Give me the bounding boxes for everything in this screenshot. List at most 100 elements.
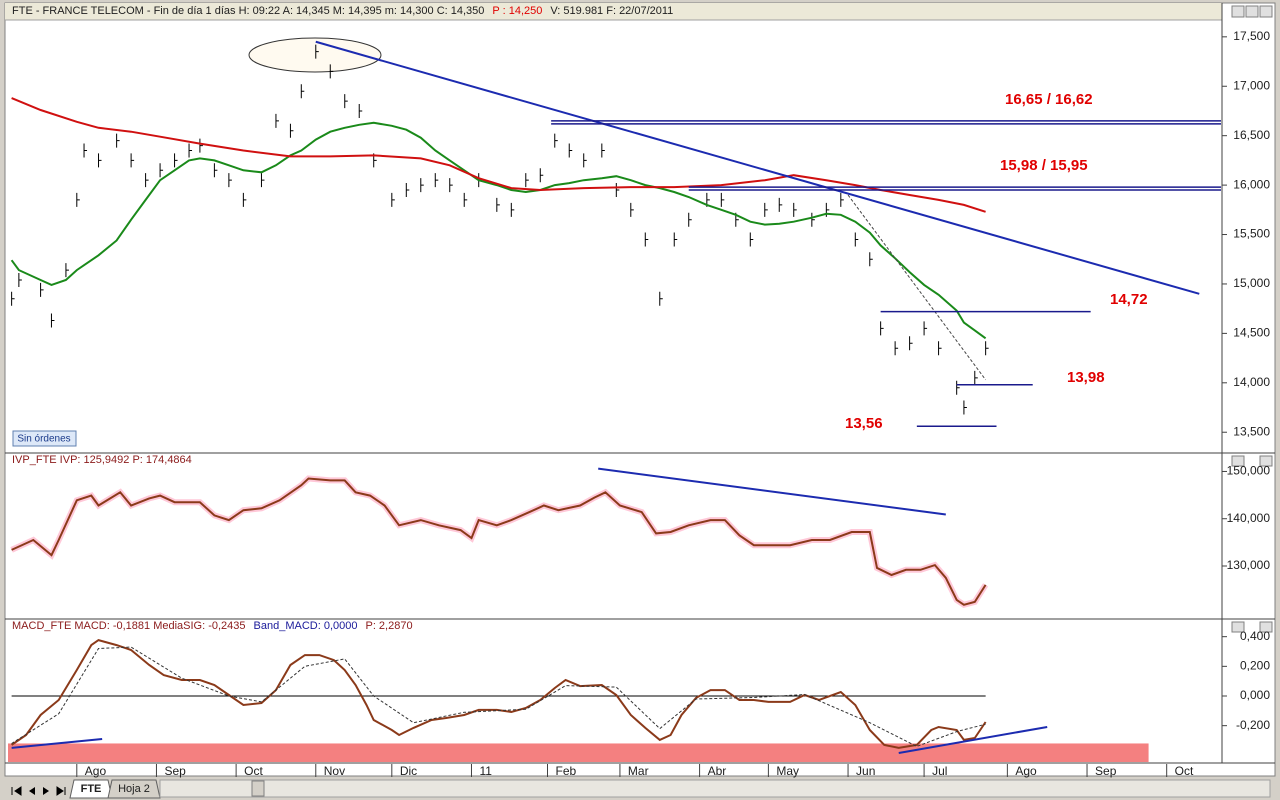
tab-label[interactable]: Hoja 2 (118, 783, 150, 795)
sheet-nav (11, 786, 66, 796)
x-tick-label: Sep (1095, 764, 1117, 778)
scroll-thumb[interactable] (251, 780, 265, 797)
y-tick-label: 13,500 (1233, 424, 1270, 438)
panel-button[interactable] (1259, 621, 1273, 633)
price-bar (65, 263, 69, 278)
price-bar (659, 291, 663, 306)
x-tick-label: Ago (1015, 764, 1037, 778)
panel-button[interactable] (1245, 5, 1259, 18)
price-bar (601, 143, 605, 158)
y-tick-label: 0,000 (1240, 688, 1270, 702)
x-tick-label: Ago (85, 764, 107, 778)
price-bar (630, 202, 634, 217)
price-bar (583, 153, 587, 168)
price-bar (510, 202, 515, 217)
price-bar (496, 197, 500, 212)
highlight-ellipse (248, 37, 382, 73)
y-tick-label: 15,500 (1233, 227, 1270, 241)
price-header-bar (5, 3, 1222, 20)
price-bar (358, 103, 363, 118)
price-bar (449, 178, 453, 193)
price-bar (764, 202, 768, 217)
level-label: 15,98 / 15,95 (1000, 157, 1088, 174)
tab[interactable] (107, 779, 161, 799)
price-bar (329, 64, 334, 79)
price-bar (174, 153, 178, 168)
header-part: IVP_FTE IVP: 125,9492 P: 174,4864 (12, 454, 192, 466)
price-bar (391, 192, 395, 207)
y-tick-label: 16,000 (1233, 177, 1270, 191)
header-part: MACD_FTE MACD: -0,1881 MediaSIG: -0,2435 (12, 620, 246, 632)
panel-button[interactable] (1259, 5, 1273, 18)
price-bar (98, 153, 102, 168)
price-bar (275, 113, 279, 128)
x-tick-label: Oct (244, 764, 263, 778)
panel-button[interactable] (1231, 5, 1245, 18)
trendline (315, 40, 1200, 295)
price-bar (938, 341, 942, 356)
price-bar (909, 336, 913, 351)
price-bar (554, 133, 558, 148)
nav-first[interactable] (11, 786, 22, 796)
level-label: 16,65 / 16,62 (1005, 91, 1093, 108)
price-bar (963, 400, 967, 415)
price-bar (116, 133, 120, 148)
orders-button[interactable] (12, 430, 77, 447)
price-bar (159, 163, 164, 178)
x-tick-label: Mar (628, 764, 649, 778)
y-tick-label: 150,000 (1227, 464, 1271, 478)
header-part: Band_MACD: 0,0000 (254, 620, 358, 632)
header-part: P: 2,2870 (365, 620, 412, 632)
series-line (11, 639, 987, 749)
y-tick-label: 0,400 (1240, 629, 1270, 643)
nav-next[interactable] (43, 787, 49, 795)
price-bar (242, 192, 247, 207)
price-bar (793, 202, 797, 217)
price-bar (720, 192, 725, 207)
price-bar (880, 321, 884, 336)
panel-button[interactable] (1259, 455, 1273, 467)
y-tick-label: -0,200 (1236, 718, 1270, 732)
x-tick-label: 11 (479, 764, 492, 778)
trendline (598, 467, 946, 516)
price-bar (644, 232, 649, 247)
x-tick-label: Feb (556, 764, 577, 778)
price-bar (869, 252, 873, 267)
x-tick-label: Sep (164, 764, 186, 778)
price-bar (11, 291, 15, 306)
nav-prev[interactable] (29, 787, 35, 795)
y-tick-label: 14,000 (1233, 375, 1270, 389)
trendline (11, 738, 103, 749)
y-tick-label: 14,500 (1233, 326, 1270, 340)
series-line (11, 646, 986, 747)
y-tick-label: 17,000 (1233, 78, 1270, 92)
price-bar (50, 313, 55, 328)
orders-button-label[interactable]: Sin órdenes (17, 434, 70, 445)
y-tick-label: 130,000 (1227, 558, 1271, 572)
price-bar (145, 173, 149, 188)
header-part: FTE - FRANCE TELECOM - Fin de día 1 días… (12, 5, 484, 17)
price-bar (289, 123, 294, 138)
price-bar (213, 163, 218, 178)
price-bar (673, 232, 678, 247)
price-bar (688, 212, 692, 227)
header-part: P : 14,250 (492, 5, 542, 17)
nav-last[interactable] (56, 786, 66, 796)
tab-label[interactable]: FTE (81, 783, 102, 795)
scrollbar[interactable] (159, 779, 1271, 798)
price-bar (615, 183, 620, 198)
y-tick-label: 17,500 (1233, 29, 1270, 43)
panel-button[interactable] (1231, 621, 1245, 633)
price-bar (83, 143, 88, 158)
series-line (10, 121, 987, 340)
price-bar (749, 232, 754, 247)
panel-button[interactable] (1231, 455, 1245, 467)
price-bar (18, 273, 22, 287)
price-bar (539, 168, 544, 183)
price-bar (434, 173, 439, 188)
price-bar (854, 232, 859, 247)
series-line (11, 477, 987, 606)
price-bar (315, 44, 319, 59)
level-label: 14,72 (1110, 291, 1148, 308)
